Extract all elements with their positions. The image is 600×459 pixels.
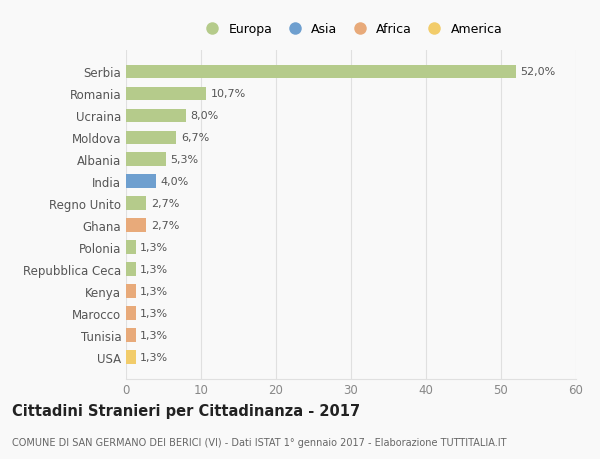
Bar (126, 109, 186, 123)
Bar (126, 329, 136, 342)
Text: COMUNE DI SAN GERMANO DEI BERICI (VI) - Dati ISTAT 1° gennaio 2017 - Elaborazion: COMUNE DI SAN GERMANO DEI BERICI (VI) - … (12, 437, 506, 447)
Text: 4,0%: 4,0% (161, 177, 189, 187)
Text: Cittadini Stranieri per Cittadinanza - 2017: Cittadini Stranieri per Cittadinanza - 2… (12, 403, 360, 419)
Text: 1,3%: 1,3% (140, 286, 169, 297)
Text: 1,3%: 1,3% (140, 308, 169, 318)
Bar (126, 153, 166, 166)
Text: 10,7%: 10,7% (211, 89, 246, 99)
Text: 52,0%: 52,0% (521, 67, 556, 77)
Text: 1,3%: 1,3% (140, 330, 169, 340)
Bar (126, 241, 136, 254)
Bar (126, 197, 146, 210)
Text: 8,0%: 8,0% (191, 111, 219, 121)
Text: 6,7%: 6,7% (181, 133, 209, 143)
Bar (126, 307, 136, 320)
Bar (126, 175, 156, 188)
Text: 1,3%: 1,3% (140, 352, 169, 362)
Text: 1,3%: 1,3% (140, 264, 169, 274)
Legend: Europa, Asia, Africa, America: Europa, Asia, Africa, America (197, 21, 505, 39)
Bar (126, 87, 206, 101)
Bar (126, 131, 176, 145)
Text: 1,3%: 1,3% (140, 242, 169, 252)
Bar (126, 65, 516, 78)
Bar (126, 285, 136, 298)
Text: 5,3%: 5,3% (170, 155, 199, 165)
Text: 2,7%: 2,7% (151, 199, 179, 208)
Bar (126, 219, 146, 232)
Bar (126, 351, 136, 364)
Text: 2,7%: 2,7% (151, 221, 179, 230)
Bar (126, 263, 136, 276)
